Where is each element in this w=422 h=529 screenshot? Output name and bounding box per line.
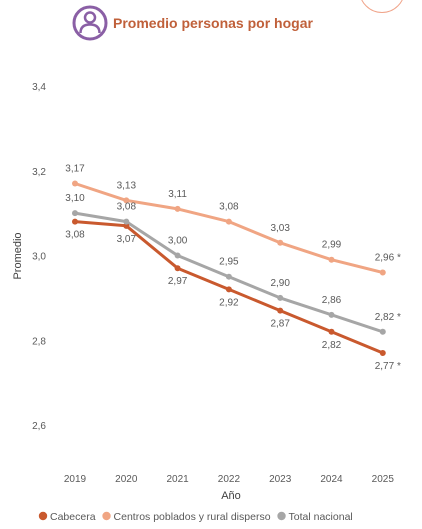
data-point: [225, 286, 232, 293]
data-label: 2,77 *: [375, 361, 401, 372]
data-label: 3,03: [270, 223, 290, 234]
data-label: 2,99: [322, 240, 342, 251]
x-tick-label: 2019: [64, 474, 87, 485]
data-point: [225, 273, 232, 280]
data-label: 2,87: [270, 319, 290, 330]
data-label: 2,97: [168, 276, 188, 287]
page-title: Promedio personas por hogar: [113, 15, 313, 31]
data-label: 3,11: [168, 189, 187, 200]
x-tick-label: 2021: [166, 474, 189, 485]
legend-item: Centros poblados y rural disperso: [102, 511, 271, 523]
x-axis-title: Año: [221, 490, 241, 502]
y-tick-label: 2,8: [32, 336, 46, 347]
y-tick-label: 3,0: [32, 252, 46, 263]
data-point: [277, 307, 284, 314]
data-point: [225, 218, 232, 225]
data-point: [123, 222, 130, 229]
series-line: [74, 211, 384, 334]
x-tick-label: 2025: [372, 474, 395, 485]
data-point: [328, 328, 335, 335]
legend-marker: [102, 511, 111, 521]
data-point: [174, 205, 181, 212]
data-label: 2,90: [270, 278, 290, 289]
data-label: 3,17: [65, 163, 85, 174]
data-label: 2,96 *: [375, 252, 401, 263]
y-tick-label: 3,2: [32, 167, 46, 178]
data-label: 3,08: [219, 202, 239, 213]
data-label: 2,95: [219, 257, 239, 268]
data-point: [277, 239, 284, 246]
data-label: 3,13: [117, 180, 137, 191]
data-label: 2,82: [322, 340, 342, 351]
x-tick-label: 2020: [115, 474, 138, 485]
data-label: 3,08: [65, 230, 85, 241]
data-label: 2,82 *: [375, 312, 401, 323]
data-point: [277, 294, 284, 301]
y-tick-label: 3,4: [32, 82, 46, 93]
legend-marker: [277, 511, 286, 521]
data-point: [174, 252, 181, 259]
person-circle-icon: [72, 5, 108, 41]
legend-item: Cabecera: [38, 511, 96, 523]
data-point: [328, 256, 335, 263]
data-label: 3,08: [117, 202, 137, 213]
data-point: [379, 349, 386, 356]
data-label: 3,10: [65, 193, 85, 204]
header: Promedio personas por hogar: [72, 5, 313, 41]
data-label: 2,92: [219, 297, 239, 308]
data-point: [379, 328, 386, 335]
data-point: [328, 311, 335, 318]
legend-label: Centros poblados y rural disperso: [114, 511, 271, 523]
data-point: [379, 269, 386, 276]
y-tick-label: 2,6: [32, 421, 46, 432]
data-label: 2,86: [322, 295, 342, 306]
legend-marker: [38, 511, 48, 521]
data-label: 3,07: [117, 234, 137, 245]
data-point: [123, 197, 130, 204]
data-point: [123, 218, 130, 225]
x-tick-label: 2024: [320, 474, 343, 485]
data-point: [72, 180, 78, 187]
y-axis-title: Promedio: [12, 232, 24, 279]
data-label: 3,00: [168, 236, 188, 247]
legend-item: Total nacional: [277, 511, 353, 523]
x-tick-label: 2022: [218, 474, 241, 485]
x-tick-label: 2023: [269, 474, 292, 485]
data-point: [72, 210, 78, 217]
legend-label: Cabecera: [50, 511, 96, 523]
data-point: [174, 265, 181, 272]
legend-label: Total nacional: [289, 511, 353, 523]
data-point: [72, 218, 78, 225]
